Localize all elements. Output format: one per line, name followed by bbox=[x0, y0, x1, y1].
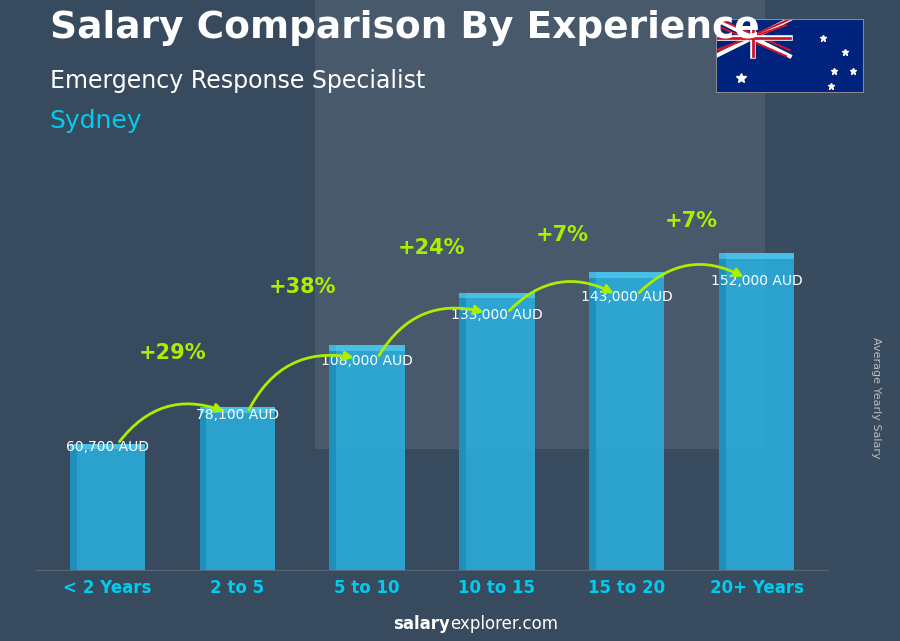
Bar bbox=[200, 408, 274, 570]
Text: +29%: +29% bbox=[139, 343, 206, 363]
Bar bbox=[590, 272, 664, 570]
Text: +24%: +24% bbox=[398, 238, 466, 258]
Bar bbox=[200, 408, 206, 570]
Text: Average Yearly Salary: Average Yearly Salary bbox=[870, 337, 881, 458]
Bar bbox=[719, 253, 794, 259]
Bar bbox=[70, 444, 77, 570]
Bar bbox=[70, 444, 145, 449]
Text: +38%: +38% bbox=[268, 278, 336, 297]
Text: 133,000 AUD: 133,000 AUD bbox=[451, 308, 543, 322]
Text: 143,000 AUD: 143,000 AUD bbox=[580, 290, 672, 304]
Text: 108,000 AUD: 108,000 AUD bbox=[321, 354, 413, 368]
Text: explorer.com: explorer.com bbox=[450, 615, 558, 633]
Bar bbox=[459, 293, 466, 570]
Bar bbox=[200, 408, 274, 413]
Text: 60,700 AUD: 60,700 AUD bbox=[66, 440, 148, 454]
Text: salary: salary bbox=[393, 615, 450, 633]
Bar bbox=[590, 272, 664, 278]
Text: 152,000 AUD: 152,000 AUD bbox=[711, 274, 803, 288]
Bar bbox=[329, 345, 337, 570]
Text: 78,100 AUD: 78,100 AUD bbox=[195, 408, 279, 422]
Text: Emergency Response Specialist: Emergency Response Specialist bbox=[50, 69, 425, 93]
Bar bbox=[329, 345, 405, 351]
Bar bbox=[70, 444, 145, 570]
Bar bbox=[719, 253, 725, 570]
Bar bbox=[459, 293, 535, 299]
Bar bbox=[719, 253, 794, 570]
Text: +7%: +7% bbox=[665, 212, 718, 231]
Text: +7%: +7% bbox=[536, 225, 589, 245]
Text: Sydney: Sydney bbox=[50, 109, 142, 133]
Text: Salary Comparison By Experience: Salary Comparison By Experience bbox=[50, 10, 760, 46]
Bar bbox=[590, 272, 596, 570]
Bar bbox=[459, 293, 535, 570]
Bar bbox=[315, 0, 765, 449]
Bar bbox=[329, 345, 405, 570]
